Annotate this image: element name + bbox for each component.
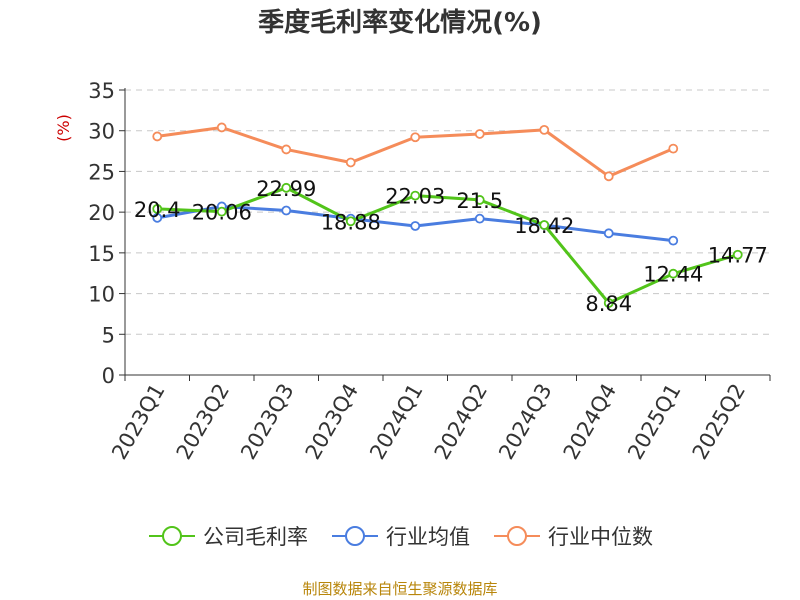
- y-tick-label: 25: [88, 160, 115, 184]
- y-tick-label: 35: [88, 79, 115, 103]
- data-point: [410, 221, 421, 231]
- data-point: [216, 122, 227, 133]
- data-point: [345, 157, 356, 168]
- legend-item[interactable]: 行业中位数: [492, 521, 653, 551]
- line-chart: 0 5 10 15 20 25 30 35 (%) 2023Q1 2023Q2 2023Q3 2023Q…: [54, 79, 771, 464]
- y-tick-label: 15: [88, 242, 115, 266]
- data-point: [410, 132, 421, 143]
- chart-title: 季度毛利率变化情况(%): [258, 8, 542, 38]
- legend-swatch: [494, 526, 540, 546]
- data-point: [732, 249, 743, 260]
- legend-marker: [345, 526, 365, 546]
- data-point: [152, 131, 163, 142]
- data-label: 22.03: [385, 185, 445, 209]
- source-note: 制图数据来自恒生聚源数据库: [302, 580, 498, 598]
- x-tick-label: 2023Q1: [107, 380, 169, 464]
- data-point: [281, 144, 292, 155]
- legend-marker: [162, 526, 182, 546]
- data-label: 21.5: [456, 189, 503, 213]
- data-point: [603, 171, 614, 182]
- legend-label: 行业均值: [386, 525, 470, 549]
- x-tick-label: 2024Q1: [365, 380, 427, 464]
- gridlines: [125, 89, 770, 335]
- x-tick-label: 2024Q3: [494, 380, 556, 464]
- legend-label: 行业中位数: [548, 525, 653, 549]
- data-label: 12.44: [643, 263, 703, 287]
- legend-item[interactable]: 公司毛利率: [147, 521, 308, 551]
- data-label: 20.4: [134, 198, 181, 222]
- x-tick-label: 2024Q4: [559, 380, 621, 464]
- data-point: [152, 212, 163, 223]
- series-lines: [152, 122, 743, 308]
- legend-item[interactable]: 行业均值: [330, 521, 470, 551]
- data-point: [603, 298, 614, 308]
- data-point: [668, 235, 679, 246]
- data-point: [539, 124, 550, 135]
- y-tick-label: 5: [102, 323, 115, 347]
- data-label: 18.42: [514, 214, 574, 238]
- data-point: [474, 195, 485, 205]
- data-label: 22.99: [256, 177, 316, 201]
- legend-marker: [507, 526, 527, 546]
- data-point: [410, 190, 421, 201]
- data-point: [152, 203, 163, 214]
- data-point: [668, 268, 679, 279]
- data-point: [603, 228, 614, 239]
- series-line: [157, 186, 739, 305]
- x-tick-label: 2025Q2: [688, 380, 750, 464]
- y-tick-label: 30: [88, 120, 115, 144]
- x-tick-label: 2024Q2: [430, 380, 492, 464]
- data-point: [474, 129, 485, 139]
- y-tick-label: 10: [88, 283, 115, 307]
- x-tick-label: 2023Q2: [172, 380, 234, 464]
- data-point: [668, 143, 679, 154]
- legend-swatch: [149, 526, 195, 546]
- y-tick-label: 0: [102, 364, 115, 388]
- data-label: 8.84: [585, 292, 632, 316]
- y-axis-label: (%): [54, 114, 73, 142]
- data-point: [539, 220, 550, 230]
- x-tick-label: 2023Q4: [301, 380, 363, 464]
- legend-swatch: [332, 526, 378, 546]
- x-tick-label: 2023Q3: [236, 380, 298, 464]
- data-label: 20.06: [192, 201, 252, 225]
- data-point: [216, 206, 227, 217]
- x-tick-label: 2025Q1: [623, 380, 685, 464]
- data-label: 14.77: [708, 244, 768, 268]
- y-tick-label: 20: [88, 201, 115, 225]
- data-point: [281, 182, 292, 193]
- data-point: [345, 216, 356, 227]
- data-label: 18.88: [321, 210, 381, 234]
- data-point: [474, 213, 485, 224]
- data-point: [281, 205, 292, 216]
- legend: 公司毛利率 行业均值 行业中位数: [0, 520, 800, 552]
- legend-label: 公司毛利率: [203, 525, 308, 549]
